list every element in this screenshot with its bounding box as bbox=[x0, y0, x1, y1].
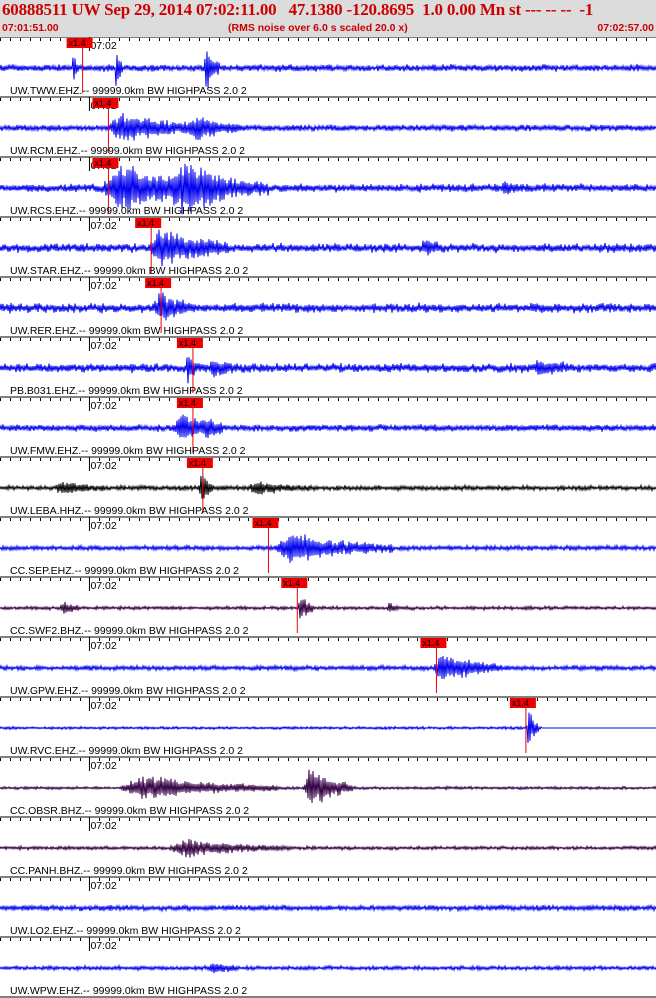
station-label: UW.FMW.EHZ.-- 99999.0km BW HIGHPASS 2.0 … bbox=[10, 445, 246, 457]
second-ticks bbox=[0, 98, 656, 101]
pick-marker-label: x1.4 bbox=[147, 278, 164, 288]
pick-marker-label: x1.4 bbox=[94, 158, 111, 168]
waveform-trace bbox=[0, 838, 656, 858]
pick-marker bbox=[281, 578, 308, 588]
minute-tick-label: 07:02 bbox=[90, 280, 116, 292]
pick-marker bbox=[176, 398, 203, 408]
pick-marker-label: x1.4 bbox=[283, 578, 300, 588]
event-title: 60888511 UW Sep 29, 2014 07:02:11.00 47.… bbox=[2, 0, 594, 19]
waveform-trace bbox=[0, 163, 656, 215]
minute-tick-label: 07:02 bbox=[90, 820, 116, 832]
minute-tick-label: 07:02 bbox=[90, 640, 116, 652]
minute-tick-label: 07:02 bbox=[90, 220, 116, 232]
pick-marker-label: x1.4 bbox=[137, 218, 154, 228]
minute-tick-label: 07:02 bbox=[90, 940, 116, 952]
waveform-trace bbox=[0, 769, 656, 803]
waveform-trace bbox=[0, 903, 656, 913]
station-label: UW.TWW.EHZ.-- 99999.0km BW HIGHPASS 2.0 … bbox=[10, 85, 247, 97]
station-label: UW.RVC.EHZ.-- 99999.0km BW HIGHPASS 2.0 … bbox=[10, 745, 243, 757]
station-label: UW.GPW.EHZ.-- 99999.0km BW HIGHPASS 2.0 … bbox=[10, 685, 246, 697]
pick-marker bbox=[135, 218, 162, 228]
waveform-trace bbox=[0, 599, 656, 619]
second-ticks bbox=[0, 278, 656, 281]
station-label: UW.LO2.EHZ.-- 99999.0km BW HIGHPASS 2.0 … bbox=[10, 925, 241, 937]
pick-marker bbox=[176, 338, 203, 348]
pick-marker bbox=[66, 38, 93, 48]
second-ticks bbox=[0, 158, 656, 161]
pick-marker bbox=[420, 638, 447, 648]
station-label: PB.B031.EHZ.-- 99999.0km BW HIGHPASS 2.0… bbox=[10, 385, 243, 397]
pick-marker bbox=[509, 698, 536, 708]
rms-note: (RMS noise over 6.0 s scaled 20.0 x) bbox=[228, 22, 408, 34]
waveform-trace bbox=[0, 712, 656, 743]
start-time: 07:01:51.00 bbox=[2, 22, 59, 34]
pick-marker bbox=[252, 518, 279, 528]
minute-tick-label: 07:02 bbox=[90, 460, 116, 472]
header-bar: 60888511 UW Sep 29, 2014 07:02:11.00 47.… bbox=[0, 0, 656, 37]
station-label: UW.LEBA.HHZ.-- 99999.0km BW HIGHPASS 2.0… bbox=[10, 505, 249, 517]
pick-marker-label: x1.4 bbox=[189, 458, 206, 468]
pick-marker bbox=[92, 98, 119, 108]
second-ticks bbox=[0, 878, 656, 881]
minute-tick-label: 07:02 bbox=[90, 400, 116, 412]
station-label: CC.PANH.BHZ.-- 99999.0km BW HIGHPASS 2.0… bbox=[10, 865, 248, 877]
minute-tick-label: 07:02 bbox=[90, 880, 116, 892]
second-ticks bbox=[0, 398, 656, 401]
waveform-trace bbox=[0, 292, 656, 321]
minute-tick-label: 07:02 bbox=[90, 700, 116, 712]
second-ticks bbox=[0, 518, 656, 521]
station-label: UW.RCM.EHZ.-- 99999.0km BW HIGHPASS 2.0 … bbox=[10, 145, 245, 157]
pick-marker bbox=[92, 158, 119, 168]
second-ticks bbox=[0, 758, 656, 761]
pick-marker-label: x1.4 bbox=[69, 38, 86, 48]
minute-tick-label: 07:02 bbox=[90, 580, 116, 592]
waveform-trace bbox=[0, 357, 656, 384]
pick-marker-label: x1.4 bbox=[254, 518, 271, 528]
second-ticks bbox=[0, 338, 656, 341]
pick-marker-label: x1.4 bbox=[422, 638, 439, 648]
minute-tick-label: 07:02 bbox=[90, 520, 116, 532]
waveform-trace bbox=[0, 655, 656, 680]
station-label: CC.SEP.EHZ.-- 99999.0km BW HIGHPASS 2.0 … bbox=[10, 565, 239, 577]
waveform-trace bbox=[0, 112, 656, 141]
pick-marker bbox=[186, 458, 213, 468]
waveform-trace bbox=[0, 414, 656, 439]
waveform-trace bbox=[0, 51, 656, 88]
waveform-trace bbox=[0, 229, 656, 267]
waveform-trace bbox=[0, 475, 656, 499]
second-ticks bbox=[0, 938, 656, 941]
minute-tick-label: 07:02 bbox=[90, 340, 116, 352]
second-ticks bbox=[0, 818, 656, 821]
station-label: CC.OBSR.BHZ.-- 99999.0km BW HIGHPASS 2.0… bbox=[10, 805, 249, 817]
end-time: 07:02:57.00 bbox=[597, 22, 654, 34]
station-label: UW.RER.EHZ.-- 99999.0km BW HIGHPASS 2.0 … bbox=[10, 325, 243, 337]
station-label: UW.RCS.EHZ.-- 99999.0km BW HIGHPASS 2.0 … bbox=[10, 205, 243, 217]
station-label: CC.SWF2.BHZ.-- 99999.0km BW HIGHPASS 2.0… bbox=[10, 625, 249, 637]
waveform-trace bbox=[0, 963, 656, 974]
pick-marker-label: x1.4 bbox=[179, 338, 196, 348]
waveform-trace bbox=[0, 534, 656, 563]
pick-marker-label: x1.4 bbox=[179, 398, 196, 408]
minute-tick-label: 07:02 bbox=[90, 40, 116, 52]
pick-marker-label: x1.4 bbox=[512, 698, 529, 708]
station-label: UW.WPW.EHZ.-- 99999.0km BW HIGHPASS 2.0 … bbox=[10, 985, 247, 997]
minute-tick-label: 07:02 bbox=[90, 760, 116, 772]
station-label: UW.STAR.EHZ.-- 99999.0km BW HIGHPASS 2.0… bbox=[10, 265, 248, 277]
second-ticks bbox=[0, 458, 656, 461]
pick-marker-label: x1.4 bbox=[94, 98, 111, 108]
pick-marker bbox=[145, 278, 172, 288]
